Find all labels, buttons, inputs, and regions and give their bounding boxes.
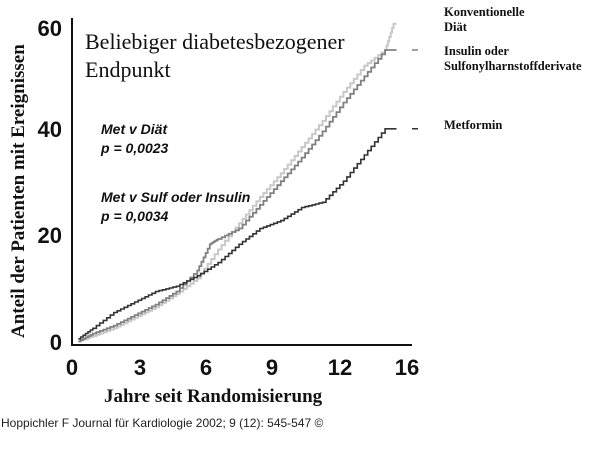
x-tick-3: 3: [133, 355, 147, 380]
chart-title-line-1: Beliebiger diabetesbezogener: [85, 29, 345, 54]
legend-label-line-2: Sulfonylharnstoffderivate: [444, 59, 582, 73]
x-tick-0: 0: [65, 355, 79, 380]
x-tick-6: 6: [199, 355, 213, 380]
legend-item-metformin: Metformin: [444, 118, 502, 133]
legend-label-line-1: Konventionelle: [444, 5, 525, 19]
curve-metformin: [78, 128, 397, 340]
x-axis-label: Jahre seit Randomisierung: [104, 386, 323, 407]
legend-label-line-2: Diät: [444, 20, 467, 34]
citation-footer: Hoppichler F Journal für Kardiologie 200…: [1, 416, 324, 430]
x-tick-16: 16: [394, 355, 420, 380]
chart-title-line-2: Endpunkt: [85, 57, 171, 82]
y-tick-60: 60: [37, 16, 62, 41]
annotation-met-v-sulf-insulin-pvalue: p = 0,0034: [101, 208, 169, 224]
legend-item-conventional-diet: Konventionelle Diät: [444, 5, 525, 35]
curve-insulin-sulfonylurea: [78, 49, 397, 343]
annotation-met-v-sulf-insulin-label: Met v Sulf oder Insulin: [101, 189, 251, 205]
x-tick-9: 9: [265, 355, 279, 380]
legend-label-line-1: Insulin oder: [444, 44, 509, 58]
y-axis-label: Anteil der Patienten mit Ereignissen: [8, 44, 29, 338]
x-tick-12: 12: [327, 355, 353, 380]
annotation-met-v-sulf-insulin: Met v Sulf oder Insulin p = 0,0034: [101, 188, 250, 226]
annotation-met-v-diet-label: Met v Diät: [101, 121, 168, 137]
legend-label: Metformin: [444, 118, 503, 132]
chart-title: Beliebiger diabetesbezogener Endpunkt: [85, 28, 345, 84]
annotation-met-v-diet-pvalue: p = 0,0023: [101, 140, 169, 156]
y-tick-20: 20: [37, 223, 62, 248]
y-tick-40: 40: [37, 117, 62, 142]
y-tick-0: 0: [49, 330, 62, 355]
legend-item-insulin-sulfonylurea: Insulin oder Sulfonylharnstoffderivate: [444, 44, 582, 74]
annotation-met-v-diet: Met v Diät p = 0,0023: [101, 120, 168, 158]
